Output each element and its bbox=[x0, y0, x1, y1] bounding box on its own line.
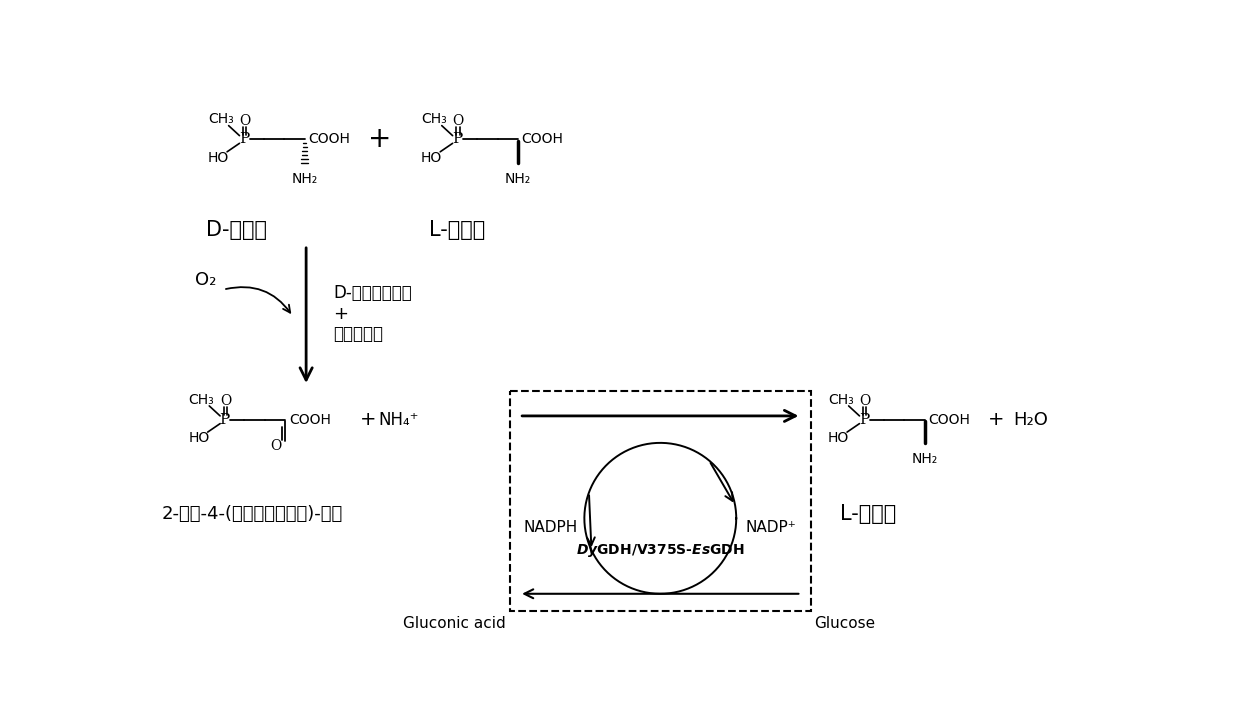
Text: HO: HO bbox=[422, 151, 443, 165]
Text: CH₃: CH₃ bbox=[828, 393, 854, 407]
Text: COOH: COOH bbox=[522, 132, 563, 147]
Text: CH₃: CH₃ bbox=[208, 113, 234, 126]
Text: 2-置基-4-(羟基甲基氧琥基)-丁酸: 2-置基-4-(羟基甲基氧琥基)-丁酸 bbox=[161, 505, 342, 523]
Text: HO: HO bbox=[188, 431, 210, 445]
Text: Gluconic acid: Gluconic acid bbox=[403, 616, 506, 631]
Text: L-草铵琥: L-草铵琥 bbox=[429, 219, 485, 240]
Text: NH₄⁺: NH₄⁺ bbox=[379, 411, 419, 429]
Text: +: + bbox=[368, 126, 392, 153]
Text: COOH: COOH bbox=[929, 413, 971, 427]
Bar bbox=[510, 391, 811, 611]
Text: +: + bbox=[334, 305, 348, 323]
Text: Glucose: Glucose bbox=[815, 616, 875, 631]
Text: O: O bbox=[219, 394, 231, 408]
Text: COOH: COOH bbox=[289, 413, 331, 427]
Text: NADPH: NADPH bbox=[525, 520, 578, 535]
FancyArrowPatch shape bbox=[226, 287, 290, 313]
Text: P: P bbox=[239, 132, 249, 147]
Text: $\bfit{Dy}$GDH/V375S-$\bfit{Es}$GDH: $\bfit{Dy}$GDH/V375S-$\bfit{Es}$GDH bbox=[577, 542, 744, 559]
Text: P: P bbox=[859, 413, 869, 427]
Text: CH₃: CH₃ bbox=[188, 393, 215, 407]
Text: L-草铵琥: L-草铵琥 bbox=[839, 505, 897, 524]
Text: NADP⁺: NADP⁺ bbox=[746, 520, 797, 535]
Text: D-草铵琥: D-草铵琥 bbox=[206, 219, 267, 240]
Text: O: O bbox=[239, 114, 250, 128]
Text: O: O bbox=[270, 439, 281, 453]
Text: +: + bbox=[360, 410, 377, 429]
Text: NH₂: NH₂ bbox=[291, 172, 317, 186]
Text: COOH: COOH bbox=[309, 132, 351, 147]
Text: H₂O: H₂O bbox=[1013, 411, 1048, 429]
Text: NH₂: NH₂ bbox=[911, 452, 937, 466]
Text: 过氧化氢鉦: 过氧化氢鉦 bbox=[334, 325, 383, 343]
Text: P: P bbox=[219, 413, 229, 427]
Text: O: O bbox=[859, 394, 870, 408]
Text: HO: HO bbox=[828, 431, 849, 445]
Text: P: P bbox=[453, 132, 463, 147]
Text: O: O bbox=[453, 114, 464, 128]
FancyArrowPatch shape bbox=[711, 463, 733, 501]
Text: NH₂: NH₂ bbox=[505, 172, 531, 186]
Text: CH₃: CH₃ bbox=[422, 113, 446, 126]
Text: +: + bbox=[987, 410, 1004, 429]
Text: D-氨基酸氧化鉦: D-氨基酸氧化鉦 bbox=[334, 285, 412, 303]
Text: HO: HO bbox=[208, 151, 229, 165]
Text: O₂: O₂ bbox=[195, 271, 216, 289]
FancyArrowPatch shape bbox=[587, 495, 595, 545]
